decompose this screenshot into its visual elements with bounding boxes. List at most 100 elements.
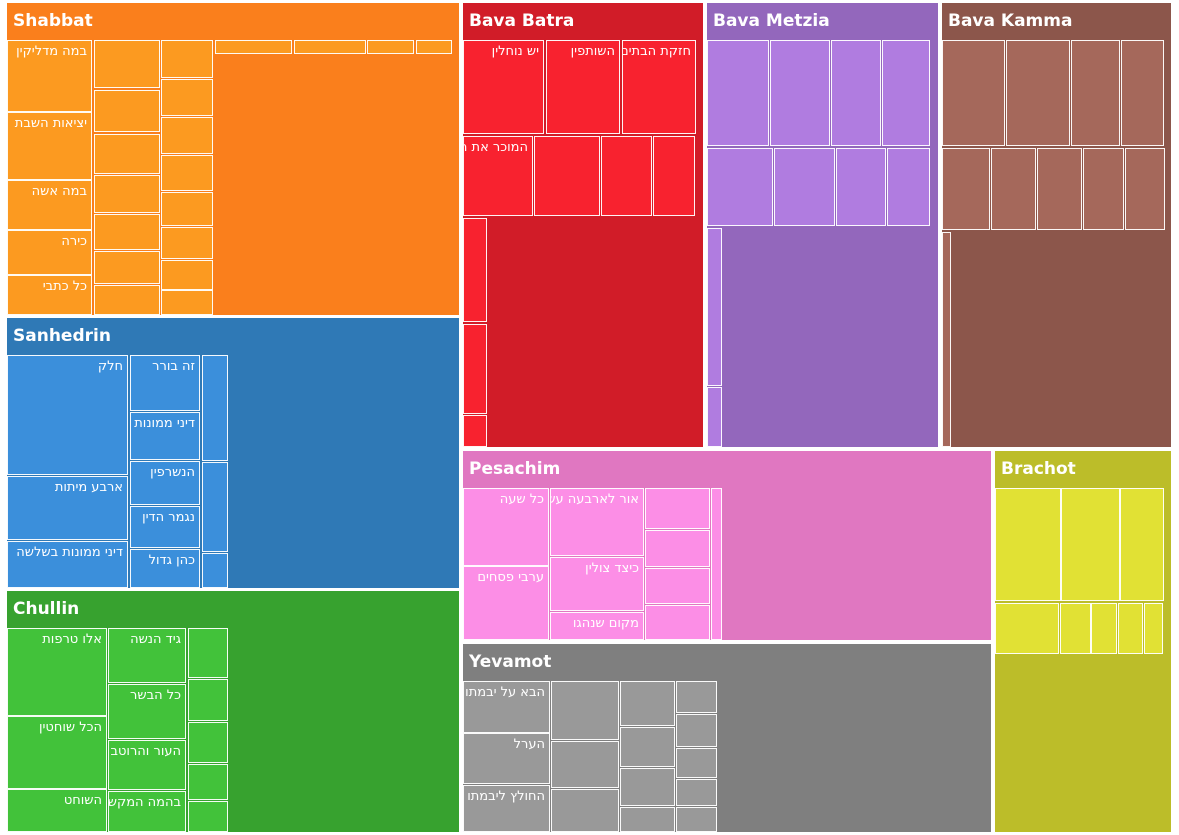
treemap-cell[interactable] [161,290,213,315]
treemap-group-shabbat[interactable]: Shabbat במה מדליקין יציאות השבת במה אשה כירה… [7,3,459,315]
treemap-cell[interactable] [1006,40,1070,146]
treemap-cell[interactable]: ערבי פסחים [463,566,549,640]
treemap-group-sanhedrin[interactable]: Sanhedrin חלק ארבע מיתות דיני ממונות בשלשה ז… [7,318,459,588]
treemap-cell[interactable] [707,228,722,386]
treemap-cell[interactable] [995,603,1059,654]
treemap-cell[interactable] [942,148,990,230]
treemap-cell[interactable]: במה אשה [7,180,92,230]
treemap-cell[interactable] [1083,148,1124,230]
treemap-cell[interactable]: נגמר הדין [130,506,200,548]
treemap-cell[interactable] [1118,603,1143,654]
treemap-group-yevamot[interactable]: Yevamot הבא על יבמתו הערל החולץ ליבמתו [463,644,991,832]
treemap-cell[interactable] [202,462,228,552]
treemap-cell[interactable] [161,155,213,191]
treemap-cell[interactable] [831,40,881,146]
treemap-cell[interactable] [161,117,213,154]
treemap-cell[interactable] [161,192,213,226]
treemap-cell[interactable]: כירה [7,230,92,275]
treemap-cell[interactable] [161,79,213,116]
treemap-group-bava-kamma[interactable]: Bava Kamma [942,3,1171,447]
treemap-cell[interactable] [94,134,160,174]
treemap-cell[interactable]: המוכר את הספינה [463,136,533,216]
treemap-cell[interactable] [1120,488,1164,601]
treemap-cell[interactable] [836,148,886,226]
treemap-cell[interactable] [676,748,717,778]
treemap-cell[interactable] [463,415,487,447]
treemap-cell[interactable] [161,227,213,259]
treemap-cell[interactable] [676,807,717,832]
treemap-cell[interactable] [1125,148,1165,230]
treemap-cell[interactable] [215,40,292,54]
treemap-cell[interactable]: במה מדליקין [7,40,92,112]
treemap-cell[interactable] [551,741,619,788]
treemap-cell[interactable]: העור והרוטב [108,740,186,790]
treemap-cell[interactable] [294,40,366,54]
treemap-group-brachot[interactable]: Brachot [995,451,1171,832]
treemap-cell[interactable] [202,355,228,461]
treemap-cell[interactable] [1091,603,1117,654]
treemap-group-bava-metzia[interactable]: Bava Metzia [707,3,938,447]
treemap-cell[interactable] [551,681,619,740]
treemap-cell[interactable] [645,605,710,640]
treemap-cell[interactable]: יציאות השבת [7,112,92,180]
treemap-cell[interactable]: הנשרפין [130,461,200,505]
treemap-cell[interactable]: גיד הנשה [108,628,186,683]
treemap-cell[interactable] [942,232,951,447]
treemap-cell[interactable] [653,136,695,216]
treemap-cell[interactable] [188,628,228,678]
treemap-cell[interactable]: החולץ ליבמתו [463,785,550,832]
treemap-cell[interactable] [676,779,717,806]
treemap-cell[interactable] [887,148,930,226]
treemap-cell[interactable] [551,789,619,832]
treemap-cell[interactable] [94,90,160,132]
treemap-cell[interactable]: כיצד צולין [550,557,644,611]
treemap-cell[interactable]: הכל שוחטין [7,716,107,789]
treemap-cell[interactable]: אור לארבעה עשר [550,488,644,556]
treemap-cell[interactable] [942,40,1005,146]
treemap-cell[interactable] [711,488,722,640]
treemap-cell[interactable] [161,260,213,290]
treemap-cell[interactable]: כל שעה [463,488,549,566]
treemap-cell[interactable] [645,488,710,529]
treemap-cell[interactable] [620,768,675,806]
treemap-cell[interactable] [1144,603,1163,654]
treemap-cell[interactable] [770,40,830,146]
treemap-cell[interactable] [1071,40,1120,146]
treemap-cell[interactable] [188,722,228,763]
treemap-cell[interactable] [94,285,160,315]
treemap-cell[interactable]: מקום שנהגו [550,612,644,640]
treemap-cell[interactable] [367,40,414,54]
treemap-cell[interactable]: חלק [7,355,128,475]
treemap-cell[interactable] [202,553,228,588]
treemap-cell[interactable] [620,807,675,832]
treemap-cell[interactable] [188,801,228,832]
treemap-group-chullin[interactable]: Chullin אלו טרפות הכל שוחטין השוחט גיד הנשה כ… [7,591,459,832]
treemap-cell[interactable] [1060,603,1091,654]
treemap-cell[interactable] [645,530,710,567]
treemap-cell[interactable] [991,148,1036,230]
treemap-cell[interactable]: דיני ממונות [130,412,200,460]
treemap-cell[interactable]: הערל [463,733,550,784]
treemap-cell[interactable] [995,488,1061,601]
treemap-cell[interactable]: חזקת הבתים [622,40,696,134]
treemap-cell[interactable]: זה בורר [130,355,200,411]
treemap-cell[interactable] [416,40,452,54]
treemap-group-pesachim[interactable]: Pesachim כל שעה ערבי פסחים אור לארבעה עשר כי… [463,451,991,640]
treemap-cell[interactable] [882,40,930,146]
treemap-cell[interactable] [620,727,675,767]
treemap-cell[interactable] [161,40,213,78]
treemap-cell[interactable] [1061,488,1120,601]
treemap-cell[interactable] [707,40,769,146]
treemap-cell[interactable] [676,681,717,713]
treemap-cell[interactable]: כל הבשר [108,684,186,739]
treemap-cell[interactable] [534,136,600,216]
treemap-cell[interactable]: השותפין [546,40,620,134]
treemap-cell[interactable]: כל כתבי [7,275,92,315]
treemap-cell[interactable] [463,218,487,322]
treemap-cell[interactable] [707,148,773,226]
treemap-cell[interactable] [94,175,160,213]
treemap-cell[interactable]: אלו טרפות [7,628,107,716]
treemap-cell[interactable] [645,568,710,604]
treemap-cell[interactable] [707,387,722,447]
treemap-cell[interactable]: השוחט [7,789,107,832]
